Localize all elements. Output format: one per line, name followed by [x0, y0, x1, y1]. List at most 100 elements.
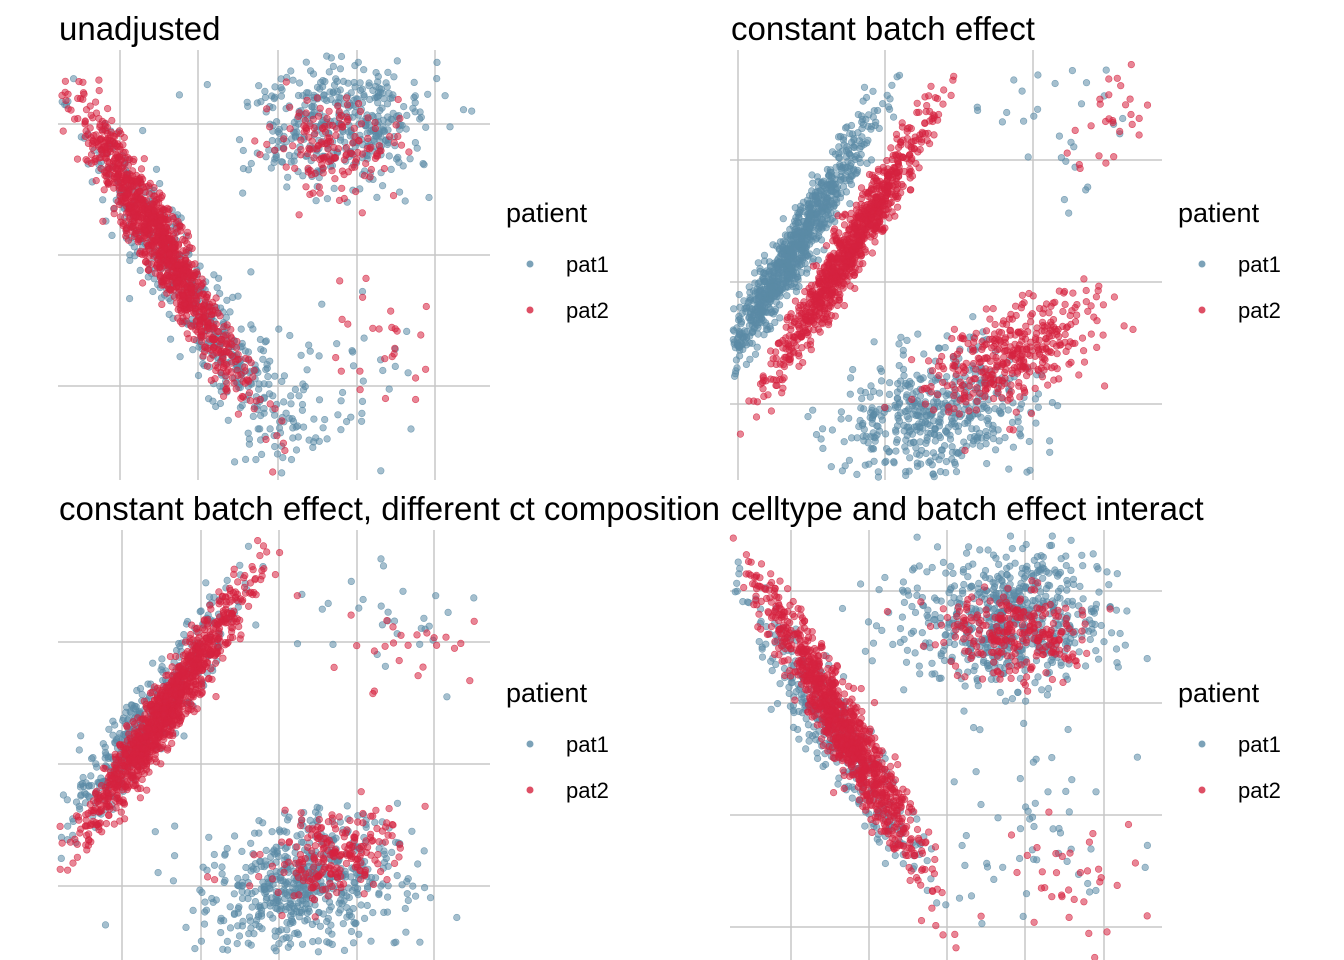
panel-1: unadjusted patient pat1 pat2: [58, 10, 609, 480]
point-pat1: [359, 377, 367, 385]
point-pat2: [947, 91, 955, 99]
point-pat1: [401, 197, 409, 205]
point-pat1: [1034, 71, 1042, 79]
point-pat1: [1060, 196, 1068, 204]
point-pat1: [729, 336, 737, 344]
point-pat2: [1073, 301, 1081, 309]
legend-label-pat1: pat1: [1238, 252, 1281, 277]
point-pat1: [1051, 79, 1059, 88]
point-pat2: [223, 339, 231, 348]
point-pat1: [870, 107, 878, 115]
point-pat2: [809, 262, 818, 270]
point-pat2: [872, 176, 881, 184]
point-pat1: [323, 435, 331, 443]
point-pat1: [258, 450, 266, 459]
point-pat1: [260, 405, 268, 413]
point-pat2: [295, 211, 303, 219]
point-pat1: [817, 203, 825, 211]
point-pat2: [985, 335, 994, 344]
point-pat1: [1004, 406, 1012, 414]
point-pat2: [199, 290, 207, 298]
point-pat2: [100, 186, 108, 194]
point-pat1: [923, 436, 931, 444]
point-pat2: [881, 224, 889, 232]
point-pat2: [181, 256, 189, 264]
point-pat2: [99, 217, 107, 225]
point-pat2: [214, 309, 222, 317]
point-pat1: [277, 158, 286, 166]
point-pat2: [1027, 410, 1036, 418]
point-pat1: [1034, 403, 1042, 411]
point-pat1: [1032, 419, 1040, 427]
point-pat1: [746, 355, 754, 363]
point-pat2: [818, 269, 826, 278]
point-pat2: [239, 393, 247, 401]
point-pat2: [371, 118, 379, 127]
point-pat2: [804, 311, 812, 319]
point-pat1: [845, 149, 853, 157]
point-pat2: [350, 124, 358, 132]
point-pat1: [278, 86, 286, 94]
point-pat1: [333, 340, 341, 348]
point-pat2: [273, 432, 281, 440]
point-pat1: [760, 257, 769, 265]
point-pat2: [892, 177, 900, 185]
point-pat2: [97, 134, 105, 143]
point-pat2: [291, 164, 299, 172]
point-pat2: [764, 391, 772, 399]
legend-key-pat1: [1198, 260, 1206, 268]
point-pat1: [916, 392, 925, 400]
point-pat1: [335, 94, 343, 102]
point-pat1: [1030, 112, 1038, 120]
point-pat1: [1119, 114, 1127, 123]
point-pat1: [268, 92, 276, 100]
point-pat1: [889, 113, 898, 121]
point-pat2: [1128, 120, 1136, 128]
point-pat2: [201, 348, 209, 356]
point-pat1: [259, 347, 268, 355]
point-pat2: [868, 214, 876, 222]
point-pat1: [373, 193, 381, 201]
point-pat2: [338, 167, 347, 175]
point-pat1: [167, 335, 175, 343]
point-pat2: [807, 346, 815, 354]
point-pat2: [359, 293, 367, 301]
point-pat1: [754, 308, 762, 316]
point-pat1: [827, 463, 835, 471]
point-pat1: [424, 90, 432, 98]
point-pat2: [306, 146, 314, 154]
point-pat2: [928, 367, 937, 375]
point-pat2: [211, 375, 219, 383]
point-pat1: [998, 118, 1007, 126]
point-pat1: [446, 123, 454, 131]
point-pat2: [172, 268, 180, 277]
point-pat2: [139, 279, 147, 287]
point-pat2: [1096, 100, 1104, 108]
point-pat2: [1121, 101, 1130, 109]
point-pat2: [338, 184, 346, 192]
point-pat1: [194, 371, 203, 380]
point-pat2: [824, 318, 833, 326]
point-pat2: [995, 345, 1003, 353]
point-pat2: [938, 352, 946, 361]
point-pat1: [756, 267, 764, 276]
point-pat1: [300, 423, 308, 431]
point-pat1: [740, 297, 748, 305]
point-pat1: [828, 148, 837, 156]
point-pat1: [869, 87, 877, 95]
point-pat2: [1109, 118, 1117, 127]
point-pat1: [358, 397, 367, 406]
point-pat1: [929, 449, 938, 457]
point-pat2: [289, 142, 297, 150]
point-pat2: [917, 138, 926, 146]
point-pat1: [257, 412, 265, 420]
point-pat1: [843, 123, 851, 131]
point-pat1: [385, 385, 393, 393]
point-pat1: [262, 153, 270, 161]
point-pat2: [1035, 304, 1044, 313]
point-pat1: [860, 83, 869, 91]
point-pat2: [1006, 327, 1014, 335]
point-pat2: [989, 305, 997, 313]
point-pat1: [299, 380, 307, 388]
point-pat1: [256, 335, 265, 344]
